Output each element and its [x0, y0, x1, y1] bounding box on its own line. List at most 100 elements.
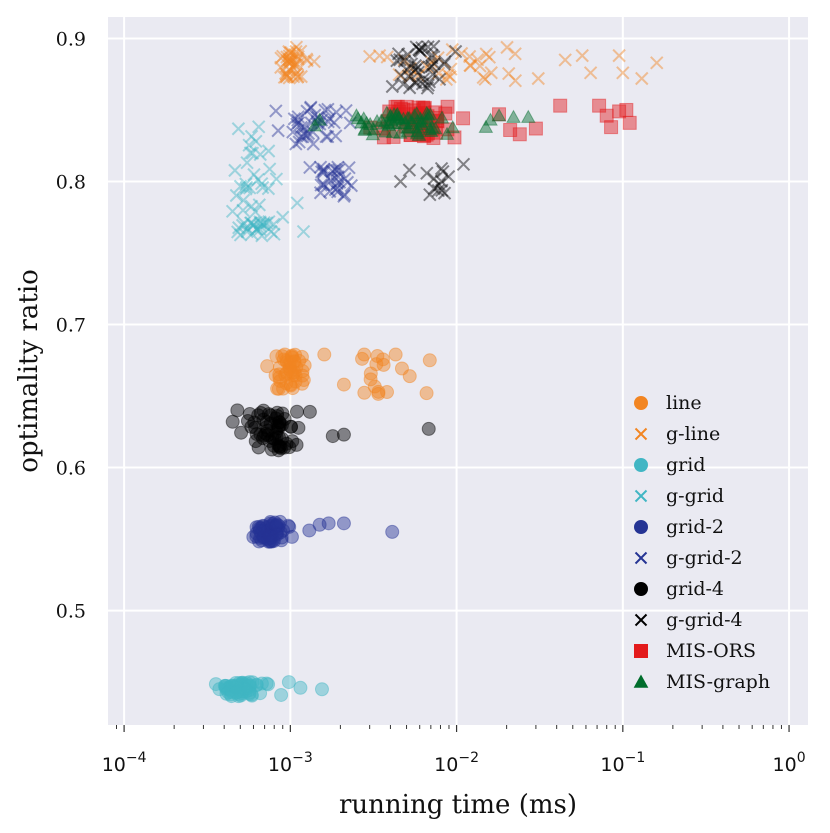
data-point: [283, 55, 297, 70]
data-point: [260, 524, 275, 539]
data-point: [282, 440, 297, 455]
data-point: [437, 57, 451, 71]
data-point: [484, 66, 498, 80]
data-point: [419, 127, 434, 142]
data-point: [289, 404, 304, 419]
data-point: [268, 411, 283, 426]
data-point: [380, 385, 395, 400]
data-point: [292, 135, 306, 149]
data-point: [424, 119, 440, 134]
data-point: [463, 58, 478, 73]
series-MIS-ORS: [363, 98, 637, 146]
data-point: [255, 518, 270, 533]
data-point: [263, 525, 278, 540]
x-tick-label: 100: [773, 750, 806, 776]
data-point: [616, 66, 630, 80]
data-point: [229, 680, 244, 695]
data-point: [239, 177, 253, 191]
data-point: [407, 113, 422, 128]
data-point: [330, 163, 344, 178]
data-point: [321, 516, 336, 531]
data-point: [269, 172, 284, 186]
data-point: [425, 48, 439, 62]
data-point: [233, 688, 248, 703]
data-point: [405, 115, 420, 129]
legend-item: grid-2: [634, 516, 724, 538]
data-point: [435, 183, 449, 197]
data-point: [456, 111, 471, 126]
data-point: [470, 52, 485, 67]
data-point: [413, 107, 428, 122]
data-point: [385, 79, 400, 94]
data-point: [439, 72, 454, 87]
data-point: [263, 408, 278, 423]
data-point: [415, 77, 430, 91]
data-point: [420, 111, 436, 125]
data-point: [245, 227, 259, 241]
data-point: [288, 47, 302, 62]
series-g-grid-4: [385, 39, 471, 202]
data-point: [264, 528, 279, 543]
data-point: [385, 124, 401, 139]
x-tick-label: 10−4: [102, 750, 147, 776]
data-point: [219, 679, 234, 694]
plot-area: [108, 17, 808, 725]
data-point: [257, 216, 271, 230]
data-point: [272, 440, 287, 455]
data-point: [285, 381, 300, 396]
data-point: [269, 526, 284, 541]
data-point: [283, 364, 298, 379]
data-point: [476, 70, 490, 85]
data-point: [235, 684, 250, 699]
data-point: [275, 431, 290, 446]
data-point: [365, 127, 381, 141]
data-point: [238, 681, 253, 696]
data-point: [412, 122, 427, 137]
data-point: [282, 356, 297, 371]
data-point: [259, 414, 274, 429]
data-point: [260, 532, 275, 547]
data-point: [482, 50, 497, 64]
data-point: [443, 70, 457, 84]
legend-marker: [634, 489, 648, 503]
data-point: [264, 534, 279, 549]
data-point: [318, 103, 332, 117]
data-point: [236, 193, 251, 208]
data-point: [386, 106, 402, 121]
y-tick-label: 0.6: [56, 458, 86, 480]
data-point: [276, 381, 291, 396]
legend-label: grid-4: [666, 578, 724, 600]
data-point: [242, 138, 256, 152]
data-point: [240, 224, 254, 239]
data-point: [419, 105, 435, 119]
data-point: [612, 104, 627, 119]
data-point: [412, 108, 427, 123]
data-point: [280, 53, 294, 68]
data-point: [283, 377, 298, 392]
data-point: [229, 685, 244, 700]
legend-label: g-grid-4: [666, 609, 743, 631]
data-point: [286, 60, 300, 75]
data-point: [244, 199, 259, 214]
y-tick-label: 0.9: [56, 28, 86, 50]
data-point: [266, 438, 281, 453]
data-point: [390, 99, 405, 114]
data-point: [427, 172, 441, 186]
data-point: [363, 372, 378, 387]
data-point: [296, 224, 311, 239]
data-point: [374, 113, 389, 127]
data-point: [282, 57, 297, 71]
data-point: [285, 365, 300, 380]
data-point: [311, 110, 325, 125]
data-point: [288, 347, 303, 362]
data-point: [413, 111, 428, 125]
data-point: [285, 434, 300, 449]
data-point: [399, 99, 414, 114]
data-point: [232, 684, 247, 699]
data-point: [444, 62, 458, 76]
data-point: [531, 71, 545, 86]
data-point: [402, 163, 417, 177]
y-tick-label: 0.8: [56, 171, 86, 193]
data-point: [272, 360, 287, 375]
data-point: [259, 216, 274, 230]
